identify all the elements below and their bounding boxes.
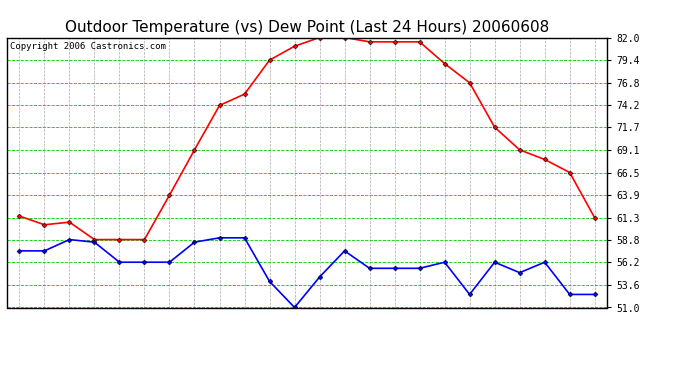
Text: 17:00: 17:00 (440, 310, 449, 338)
Text: 14:00: 14:00 (365, 310, 374, 338)
Text: 18:00: 18:00 (465, 310, 474, 338)
Text: 15:00: 15:00 (390, 310, 399, 338)
Text: 20:00: 20:00 (515, 310, 524, 338)
Text: 07:00: 07:00 (190, 310, 199, 338)
Text: 06:00: 06:00 (165, 310, 174, 338)
Text: 12:00: 12:00 (315, 310, 324, 338)
Text: 01:00: 01:00 (40, 310, 49, 338)
Text: 21:00: 21:00 (540, 310, 549, 338)
Text: 23:00: 23:00 (590, 310, 599, 338)
Text: Copyright 2006 Castronics.com: Copyright 2006 Castronics.com (10, 42, 166, 51)
Text: 10:00: 10:00 (265, 310, 274, 338)
Text: 11:00: 11:00 (290, 310, 299, 338)
Text: 08:00: 08:00 (215, 310, 224, 338)
Text: 22:00: 22:00 (565, 310, 574, 338)
Text: 00:00: 00:00 (15, 310, 24, 338)
Text: 19:00: 19:00 (490, 310, 499, 338)
Text: 03:00: 03:00 (90, 310, 99, 338)
Text: 09:00: 09:00 (240, 310, 249, 338)
Text: 02:00: 02:00 (65, 310, 74, 338)
Text: 13:00: 13:00 (340, 310, 349, 338)
Text: 16:00: 16:00 (415, 310, 424, 338)
Text: 04:00: 04:00 (115, 310, 124, 338)
Title: Outdoor Temperature (vs) Dew Point (Last 24 Hours) 20060608: Outdoor Temperature (vs) Dew Point (Last… (65, 20, 549, 35)
Text: 05:00: 05:00 (140, 310, 149, 338)
